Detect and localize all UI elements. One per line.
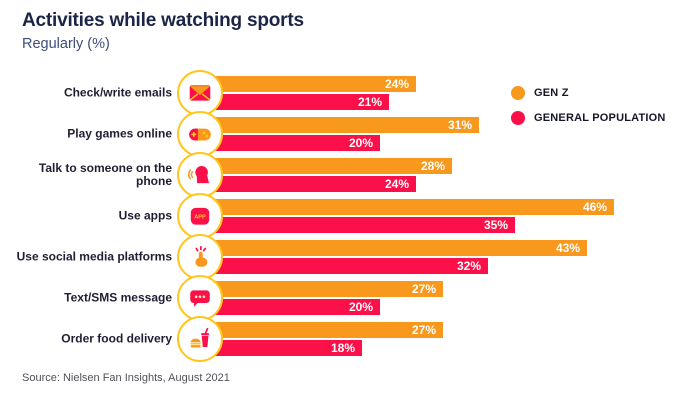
bar-gen-z: 43% [200, 239, 587, 256]
bar-value: 20% [348, 135, 373, 150]
bar-general-population: 20% [200, 298, 380, 315]
chart-row: Use apps 46% 35% APP [0, 192, 700, 239]
bar-general-population: 32% [200, 257, 488, 274]
bar-value: 27% [411, 322, 436, 337]
bar-general-population: 35% [200, 216, 515, 233]
bar-group: 46% 35% [200, 198, 614, 233]
bar-general-population: 24% [200, 175, 416, 192]
page-title: Activities while watching sports [22, 10, 304, 31]
bar-group: 27% 18% [200, 321, 443, 356]
bar-value: 43% [555, 240, 580, 255]
email-icon [177, 69, 223, 116]
bar-general-population: 18% [200, 339, 362, 356]
legend-item: GEN Z [511, 80, 666, 105]
bar-value: 24% [384, 176, 409, 191]
bar-general-population: 21% [200, 93, 389, 110]
bar-group: 24% 21% [200, 75, 416, 110]
chart-row: Check/write emails 24% 21% [0, 69, 700, 116]
bar-value: 46% [582, 199, 607, 214]
bar-general-population: 20% [200, 134, 380, 151]
bar-group: 31% 20% [200, 116, 479, 151]
bar-gen-z: 27% [200, 321, 443, 338]
bar-group: 28% 24% [200, 157, 452, 192]
bar-gen-z: 28% [200, 157, 452, 174]
category-label: Order food delivery [61, 330, 172, 345]
bar-gen-z: 46% [200, 198, 614, 215]
bar-value: 28% [420, 158, 445, 173]
category-label: Text/SMS message [64, 289, 172, 304]
source-note: Source: Nielsen Fan Insights, August 202… [22, 372, 230, 384]
bar-value: 18% [330, 340, 355, 355]
legend-color-dot [511, 85, 525, 100]
bar-value: 27% [411, 281, 436, 296]
page-subtitle: Regularly (%) [22, 36, 110, 52]
bar-group: 27% 20% [200, 280, 443, 315]
legend-label: GENERAL POPULATION [534, 111, 666, 124]
bar-value: 21% [357, 94, 382, 109]
bar-chart: Check/write emails 24% 21% Play games on… [0, 69, 700, 362]
bar-gen-z: 24% [200, 75, 416, 92]
gamepad-icon [177, 110, 223, 157]
legend-item: GENERAL POPULATION [511, 105, 666, 130]
food-delivery-icon [177, 315, 223, 362]
chart-row: Talk to someone on the phone 28% 24% [0, 151, 700, 198]
category-label: Use apps [118, 207, 172, 222]
bar-value: 24% [384, 76, 409, 91]
tap-hand-icon [177, 233, 223, 280]
bar-value: 31% [447, 117, 472, 132]
chart-row: Use social media platforms 43% 32% [0, 233, 700, 280]
bar-gen-z: 27% [200, 280, 443, 297]
bar-value: 32% [456, 258, 481, 273]
bar-gen-z: 31% [200, 116, 479, 133]
app-square-icon: APP [177, 192, 223, 239]
bar-value: 35% [483, 217, 508, 232]
category-label: Talk to someone on the phone [38, 160, 172, 188]
chart-row: Play games online 31% 20% [0, 110, 700, 157]
chart-row: Order food delivery 27% 18% [0, 315, 700, 362]
phone-talk-icon [177, 151, 223, 198]
bar-group: 43% 32% [200, 239, 587, 274]
category-label: Play games online [67, 125, 172, 140]
chart-legend: GEN Z GENERAL POPULATION [511, 80, 666, 130]
bar-value: 20% [348, 299, 373, 314]
category-label: Check/write emails [63, 84, 172, 99]
sms-bubble-icon [177, 274, 223, 321]
legend-label: GEN Z [534, 86, 569, 99]
svg-text:APP: APP [194, 214, 206, 220]
category-label: Use social media platforms [16, 248, 172, 263]
legend-color-dot [511, 110, 525, 125]
chart-row: Text/SMS message 27% 20% [0, 274, 700, 321]
